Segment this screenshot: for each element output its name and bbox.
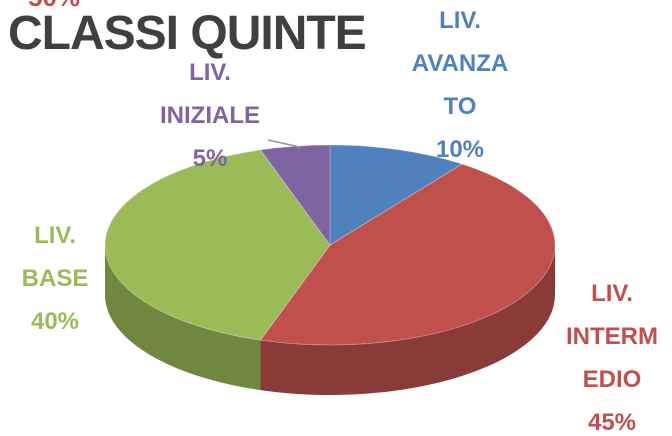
pie-slice [329,144,464,246]
category-label: LIV. INIZIALE [160,59,260,129]
value-label: 10% [435,136,485,163]
slice-label: LIV. INTERMEDIO 45% [562,272,662,436]
pie-slice-side [105,245,261,391]
slice-label: LIV. INIZIALE 5% [145,51,275,180]
chart-title: CLASSI QUINTE [8,7,367,60]
pie-slice [259,163,556,346]
category-label: LIV. BASE [21,222,89,292]
pie-slice [104,149,331,341]
value-label: 45% [587,409,637,436]
value-label: 40% [30,308,80,335]
slice-label: LIV. BASE 40% [5,214,105,343]
category-label: LIV. AVANZATO [411,7,509,120]
annotation: 50% [28,0,80,13]
leader-line [267,139,301,148]
category-label: LIV. INTERMEDIO [566,280,658,393]
value-label: 5% [192,145,228,172]
pie-slice-side [260,245,555,395]
slice-label: LIV. AVANZATO 10% [407,0,513,171]
